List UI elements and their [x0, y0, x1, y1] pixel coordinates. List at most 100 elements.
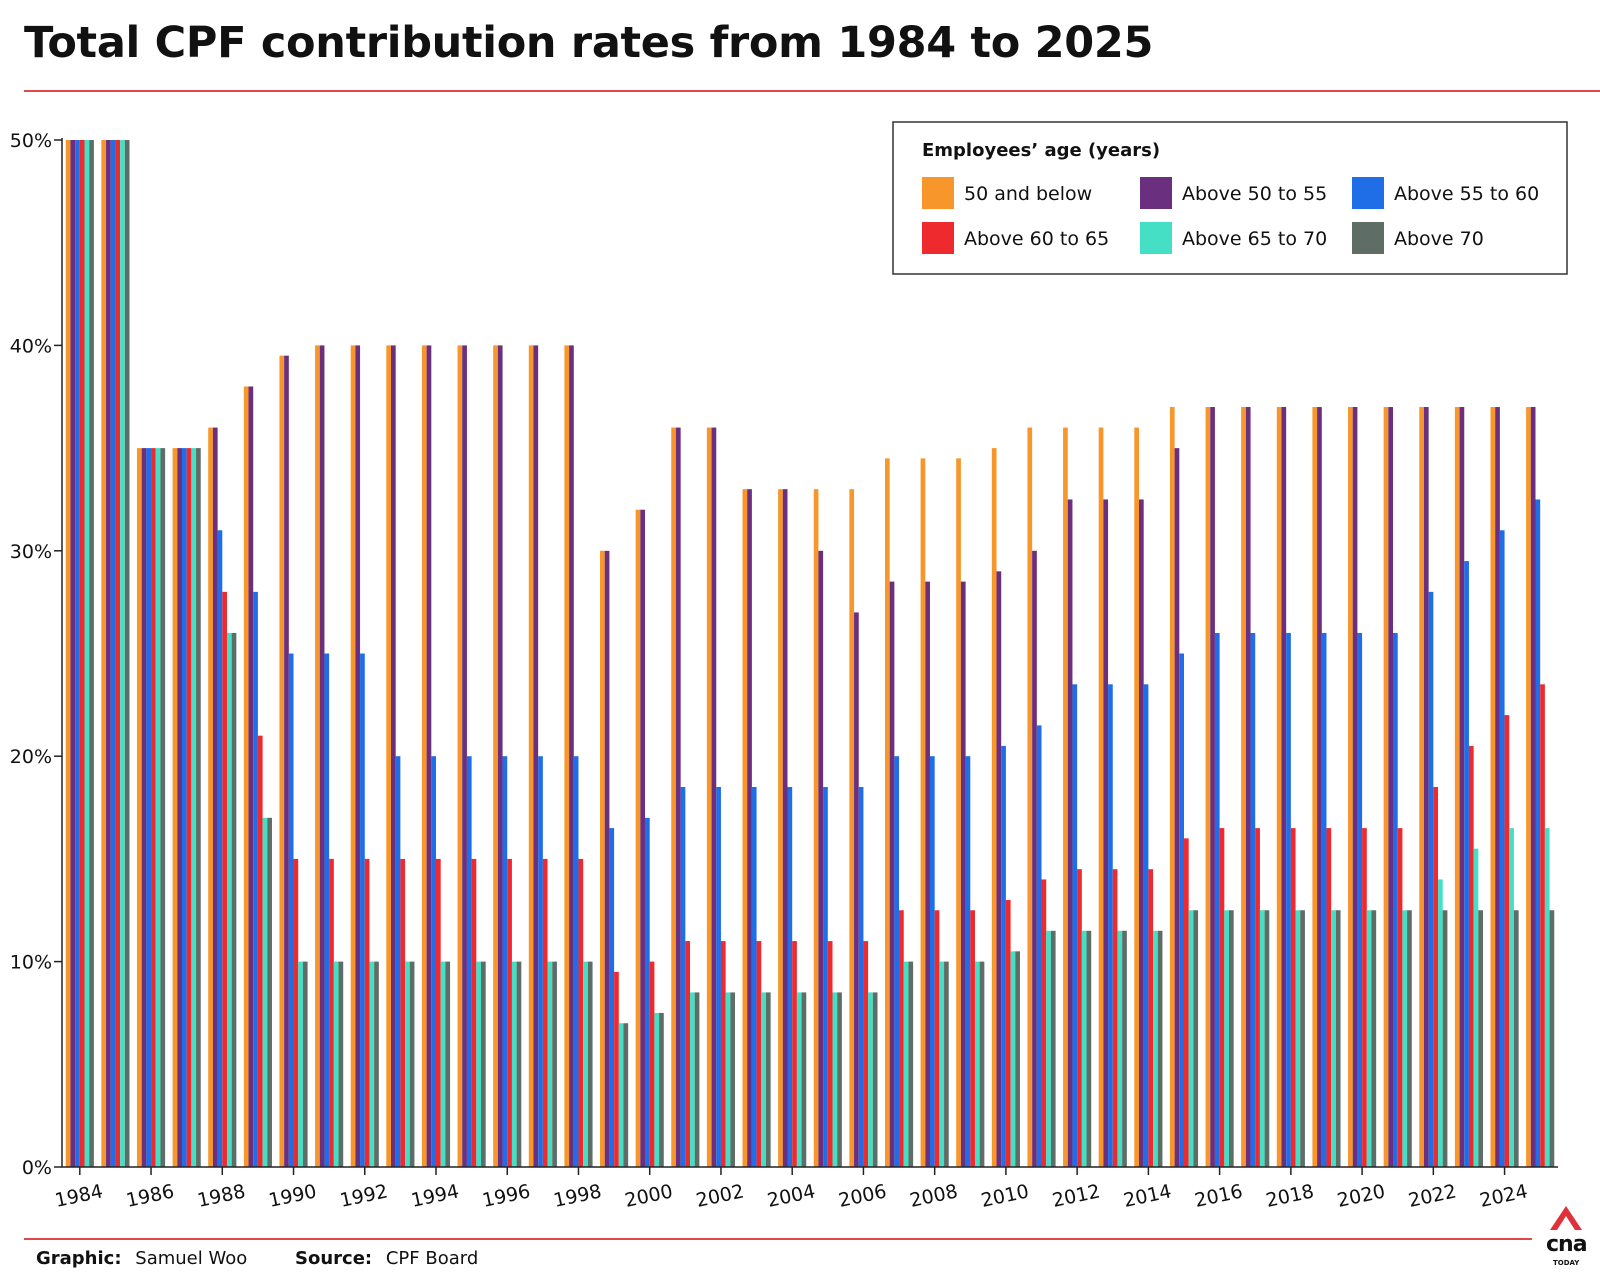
bar-1984-2: [75, 140, 80, 1167]
bar-2012-5: [1086, 930, 1092, 1167]
bar-1986-3: [151, 448, 156, 1168]
y-tick-label: 10%: [10, 952, 52, 974]
bar-2002-3: [720, 941, 726, 1167]
bar-1985-1: [106, 140, 111, 1167]
bar-2023-5: [1478, 910, 1484, 1167]
bar-1990-1: [284, 355, 289, 1167]
x-tick-label: 1998: [552, 1180, 604, 1212]
bar-1999-5: [623, 1023, 629, 1167]
bar-2024-3: [1504, 715, 1510, 1167]
x-tick-label: 2024: [1478, 1180, 1530, 1212]
bar-2001-0: [671, 427, 676, 1167]
bar-1996-3: [507, 858, 512, 1167]
bar-2000-4: [654, 1012, 660, 1167]
bar-2004-1: [782, 489, 788, 1167]
bar-2022-3: [1433, 787, 1439, 1167]
bar-2017-0: [1241, 407, 1246, 1167]
bar-2018-4: [1295, 910, 1301, 1167]
bar-2020-3: [1362, 828, 1367, 1167]
x-tick-label: 1992: [338, 1180, 390, 1212]
bar-2025-0: [1526, 407, 1531, 1167]
bar-1989-5: [267, 817, 272, 1167]
bar-2019-4: [1331, 910, 1336, 1167]
bar-1992-5: [374, 961, 379, 1167]
legend-item-label: 50 and below: [964, 183, 1092, 205]
legend-item-label: Above 55 to 60: [1394, 183, 1539, 205]
bar-2023-0: [1454, 407, 1460, 1167]
bar-2015-3: [1184, 838, 1189, 1167]
bar-2014-4: [1153, 930, 1158, 1167]
x-tick-label: 2004: [765, 1180, 817, 1212]
bar-1995-0: [457, 345, 463, 1167]
bar-2014-0: [1134, 427, 1139, 1167]
bar-2014-1: [1139, 499, 1144, 1167]
bar-2012-1: [1067, 499, 1073, 1167]
bar-2013-0: [1098, 427, 1104, 1167]
bar-2012-4: [1081, 930, 1087, 1167]
bar-2008-4: [939, 961, 945, 1167]
bar-2011-2: [1036, 725, 1042, 1167]
bar-2020-2: [1357, 632, 1363, 1167]
bar-2011-3: [1041, 879, 1047, 1167]
bar-2012-3: [1077, 869, 1082, 1167]
bar-2025-1: [1530, 407, 1536, 1167]
bar-2017-5: [1264, 910, 1270, 1167]
bar-2015-0: [1169, 407, 1175, 1167]
bar-2021-1: [1388, 407, 1394, 1167]
bar-2016-0: [1205, 407, 1211, 1167]
footer-divider: [24, 1238, 1532, 1240]
x-tick-label: 1988: [195, 1180, 247, 1212]
bar-1985-3: [115, 140, 121, 1167]
bar-1997-0: [528, 345, 534, 1167]
bar-1995-4: [476, 961, 481, 1167]
bar-2008-3: [934, 910, 940, 1167]
bar-2017-1: [1245, 407, 1251, 1167]
y-tick-label: 50%: [10, 130, 52, 152]
bar-2020-0: [1348, 407, 1353, 1167]
bar-2012-2: [1072, 684, 1078, 1167]
bar-2008-0: [920, 458, 926, 1167]
bar-2003-0: [742, 489, 748, 1167]
bar-1989-1: [248, 386, 254, 1168]
bar-1987-4: [191, 448, 197, 1168]
legend-item-label: Above 50 to 55: [1182, 183, 1327, 205]
bar-2021-0: [1383, 407, 1389, 1167]
bar-2009-3: [970, 910, 975, 1167]
bar-2000-5: [659, 1012, 664, 1167]
bar-2018-3: [1290, 828, 1296, 1167]
bar-2011-1: [1032, 550, 1037, 1167]
bar-2016-2: [1214, 632, 1220, 1167]
x-tick-label: 2020: [1335, 1180, 1387, 1212]
legend-item-label: Above 70: [1394, 228, 1484, 250]
bar-1986-5: [160, 448, 166, 1168]
bar-1990-2: [288, 653, 294, 1167]
bar-2024-0: [1490, 407, 1496, 1167]
bar-2025-4: [1544, 828, 1550, 1167]
bar-1990-0: [279, 355, 285, 1167]
bar-2015-2: [1179, 653, 1184, 1167]
bar-1986-2: [146, 448, 152, 1168]
bar-1986-0: [136, 448, 142, 1168]
x-tick-label: 1996: [480, 1180, 532, 1212]
bar-2001-1: [675, 427, 681, 1167]
bar-2002-4: [725, 992, 731, 1167]
bar-2003-5: [765, 992, 771, 1167]
bar-2021-4: [1402, 910, 1408, 1167]
bar-2007-4: [903, 961, 909, 1167]
bar-1997-3: [542, 858, 548, 1167]
bar-2018-2: [1286, 632, 1291, 1167]
bar-1993-1: [391, 345, 396, 1167]
bar-1990-5: [302, 961, 308, 1167]
bar-2005-2: [823, 787, 828, 1167]
bar-2010-5: [1015, 951, 1020, 1167]
bar-2004-2: [787, 787, 793, 1167]
bar-2011-4: [1046, 930, 1051, 1167]
bar-2007-1: [889, 581, 895, 1167]
x-tick-label: 2016: [1193, 1180, 1245, 1212]
bar-1996-2: [502, 756, 508, 1167]
bar-1991-1: [319, 345, 325, 1167]
legend-swatch: [1140, 222, 1172, 254]
bar-1989-4: [262, 817, 268, 1167]
bar-2006-3: [863, 941, 869, 1167]
graphic-credit-label: Graphic:: [36, 1248, 122, 1269]
